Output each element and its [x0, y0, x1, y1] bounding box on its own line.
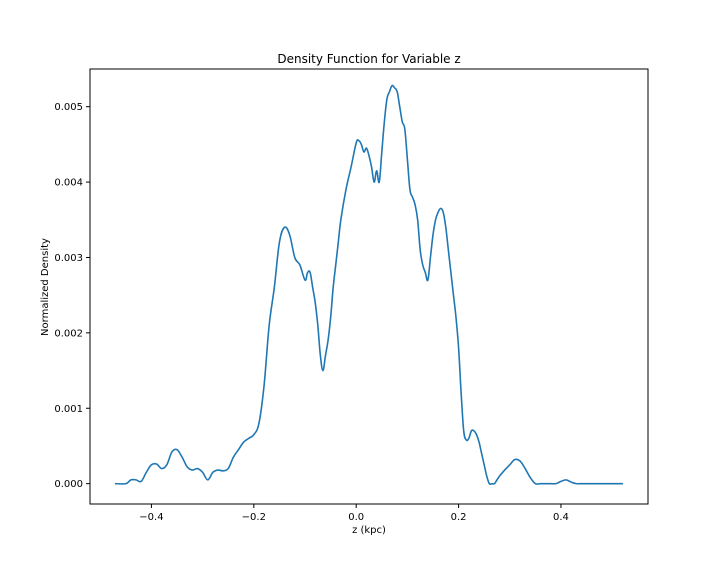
x-tick-label: 0.2	[451, 512, 467, 523]
y-tick-label: 0.001	[54, 404, 83, 415]
y-tick-label: 0.002	[54, 328, 83, 339]
y-tick-label: 0.005	[54, 102, 83, 113]
x-tick-label: 0.4	[553, 512, 569, 523]
y-tick-label: 0.003	[54, 253, 83, 264]
x-tick-label: −0.2	[242, 512, 266, 523]
y-tick-label: 0.000	[54, 479, 83, 490]
density-series-line	[114, 84, 624, 486]
y-axis-ticks: 0.000 0.001 0.002 0.003 0.004 0.005	[54, 102, 90, 490]
y-axis-label: Normalized Density	[40, 238, 51, 336]
plot-area-frame	[89, 68, 649, 505]
x-axis-label: z (kpc)	[352, 525, 386, 536]
y-tick-label: 0.004	[54, 178, 83, 189]
x-tick-label: −0.4	[139, 512, 163, 523]
x-axis-ticks: −0.4 −0.2 0.0 0.2 0.4	[139, 504, 569, 523]
x-tick-label: 0.0	[348, 512, 364, 523]
chart-title: Density Function for Variable z	[277, 52, 460, 66]
